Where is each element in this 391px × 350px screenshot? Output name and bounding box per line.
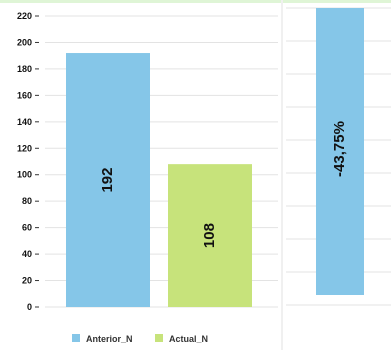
legend-label-Anterior_N: Anterior_N — [86, 334, 133, 344]
y-tick-label-20: 20 — [22, 276, 32, 286]
bar-Anterior_N — [66, 53, 150, 307]
y-tick-label-60: 60 — [22, 223, 32, 233]
y-tick-label-0: 0 — [27, 302, 32, 312]
bar-value-label-Anterior_N: 192 — [99, 168, 116, 193]
y-tick-label-200: 200 — [17, 37, 32, 47]
y-tick-label-220: 220 — [17, 11, 32, 21]
y-tick-label-100: 100 — [17, 170, 32, 180]
bar-percent-change-label: -43,75% — [331, 121, 348, 177]
left-bars — [66, 53, 252, 307]
legend-label-Actual_N: Actual_N — [169, 334, 208, 344]
right-bar-labels: -43,75% — [331, 121, 348, 177]
legend-swatch-Actual_N — [155, 334, 163, 342]
y-tick-label-120: 120 — [17, 143, 32, 153]
right-bar-chart: -43,75% — [286, 7, 391, 306]
right-bars — [316, 8, 364, 295]
y-tick-label-40: 40 — [22, 249, 32, 259]
bar-Actual_N — [168, 164, 252, 307]
y-tick-label-80: 80 — [22, 196, 32, 206]
y-tick-label-160: 160 — [17, 90, 32, 100]
left-bar-labels: 192 108 — [99, 168, 218, 249]
legend-swatch-Anterior_N — [72, 334, 80, 342]
y-tick-label-180: 180 — [17, 64, 32, 74]
bar-percent-change — [316, 8, 364, 295]
top-highlight-strip-right — [283, 0, 391, 3]
left-y-axis: 0 20 40 60 80 100 120 140 160 180 200 220 — [17, 11, 39, 312]
top-highlight-strip-left — [0, 0, 281, 3]
left-bar-chart: 0 20 40 60 80 100 120 140 160 180 200 220 192 108 An… — [17, 11, 278, 344]
legend: Anterior_N Actual_N — [72, 334, 208, 344]
panel-divider — [281, 0, 283, 350]
y-tick-label-140: 140 — [17, 117, 32, 127]
bar-value-label-Actual_N: 108 — [201, 223, 218, 248]
